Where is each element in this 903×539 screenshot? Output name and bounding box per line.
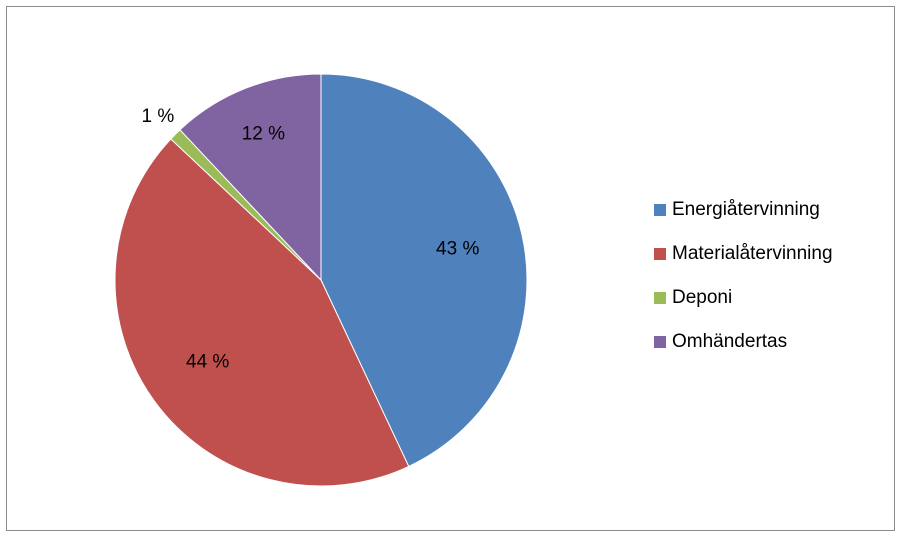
legend-item-deponi: Deponi [654,285,833,311]
data-label-energiatervinning: 43 % [436,238,479,259]
pie-slices [114,73,528,487]
pie-chart: 43 % 44 % 1 % 12 % [114,73,528,487]
legend-item-energiatervinning: Energiåtervinning [654,197,833,223]
legend-label-deponi: Deponi [672,287,733,308]
legend-label-materialatervinning: Materialåtervinning [672,243,833,264]
legend: Energiåtervinning Materialåtervinning De… [654,197,833,355]
pie-slice-materialatervinning [114,138,410,487]
pie-data-labels: 43 % 44 % 1 % 12 % [141,106,479,372]
legend-label-omhandertas: Omhändertas [672,331,788,352]
legend-label-energiatervinning: Energiåtervinning [672,199,820,220]
data-label-materialatervinning: 44 % [186,351,229,372]
legend-item-materialatervinning: Materialåtervinning [654,241,833,267]
pie-slice-omhandertas [179,73,322,282]
legend-swatch-deponi [654,292,666,304]
legend-swatch-materialatervinning [654,248,666,260]
pie-slice-energiatervinning [320,73,528,468]
data-label-omhandertas: 12 % [242,123,285,144]
legend-swatch-omhandertas [654,336,666,348]
legend-item-omhandertas: Omhändertas [654,329,833,355]
data-label-deponi: 1 % [141,106,174,127]
chart-area: 43 % 44 % 1 % 12 % Energiåtervinning Materi… [6,6,895,531]
legend-swatch-energiatervinning [654,204,666,216]
